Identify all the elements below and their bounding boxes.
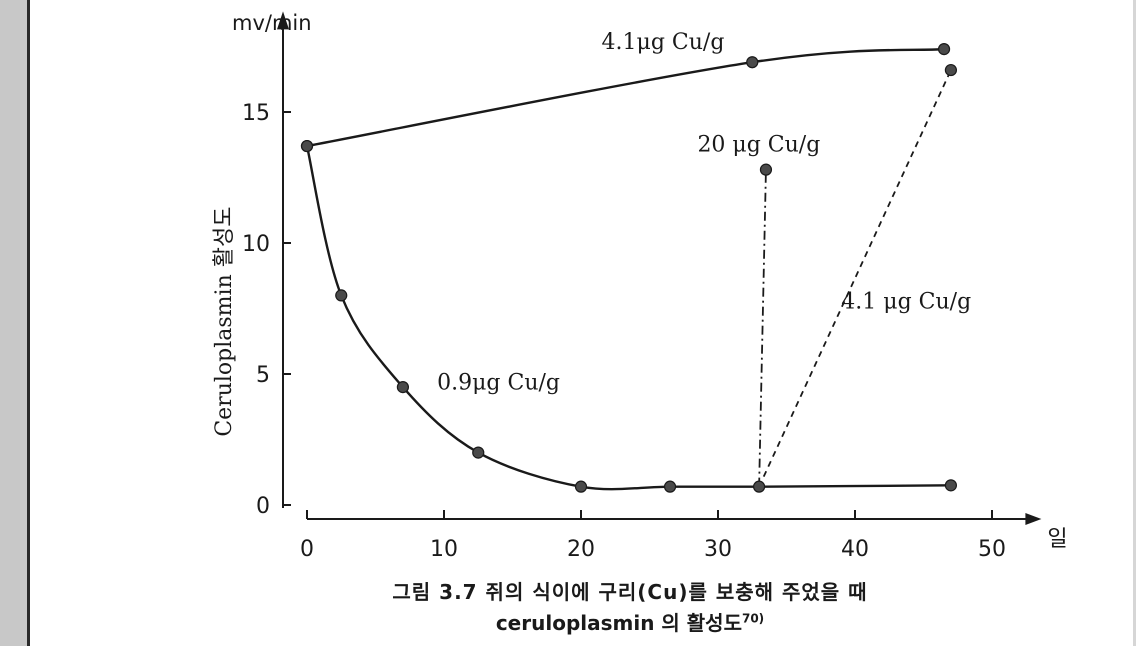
- y-tick-label: 10: [242, 232, 270, 257]
- data-point: [663, 480, 677, 493]
- data-point: [937, 43, 951, 56]
- data-point: [574, 480, 588, 493]
- y-axis-arrow: [277, 11, 289, 30]
- data-point: [752, 480, 766, 493]
- series-line-2: [758, 169, 767, 487]
- figure-caption-line2: ceruloplasmin 의 활성도70): [300, 607, 960, 636]
- x-unit-label: 일: [1047, 527, 1067, 552]
- y-axis-title: Ceruloplasmin 활성도: [212, 207, 237, 437]
- figure-caption-text: ceruloplasmin 의 활성도: [495, 611, 742, 635]
- series-annotation-0: 4.1μg Cu/g: [602, 30, 725, 55]
- y-tick-label: 15: [242, 101, 270, 126]
- x-tick-label: 0: [300, 537, 314, 562]
- x-tick-label: 20: [567, 537, 595, 562]
- x-tick-label: 40: [841, 537, 869, 562]
- data-point: [300, 139, 314, 153]
- series-annotation-1: 20 μg Cu/g: [697, 132, 820, 157]
- y-tick-label: 0: [256, 494, 270, 519]
- figure-caption-ref: 70): [741, 611, 765, 626]
- x-tick-label: 50: [978, 537, 1006, 562]
- left-margin-bar: [0, 0, 30, 646]
- data-point: [746, 56, 759, 69]
- series-annotation-3: 0.9μg Cu/g: [437, 371, 560, 396]
- series-line-1: [306, 47, 945, 148]
- series-points: [300, 43, 958, 493]
- data-point: [396, 381, 409, 394]
- data-point: [335, 289, 348, 302]
- right-margin-edge: [1133, 0, 1136, 646]
- x-axis-arrow: [1025, 513, 1042, 525]
- axes: 0 5 10 15 mv/min Ceruloplasmin 활성도 0 10 20 30 40 50…: [212, 11, 1068, 562]
- series-lines: [305, 47, 952, 491]
- series-annotation-2: 4.1 μg Cu/g: [841, 290, 971, 315]
- x-tick-label: 30: [704, 537, 732, 562]
- data-point: [944, 479, 958, 492]
- x-tick-label: 10: [430, 537, 458, 562]
- data-point: [472, 446, 485, 459]
- y-tick-label: 5: [256, 363, 270, 388]
- chart-labels: 4.1μg Cu/g 20 μg Cu/g 4.1 μg Cu/g 0.9μg Cu/…: [437, 30, 971, 396]
- y-unit-label: mv/min: [232, 11, 312, 35]
- data-point: [944, 63, 958, 77]
- figure-caption-line1: 그림 3.7 쥐의 식이에 구리(Cu)를 보충해 주었을 때: [392, 580, 868, 604]
- data-point: [759, 163, 773, 176]
- series-line-0: [305, 145, 951, 491]
